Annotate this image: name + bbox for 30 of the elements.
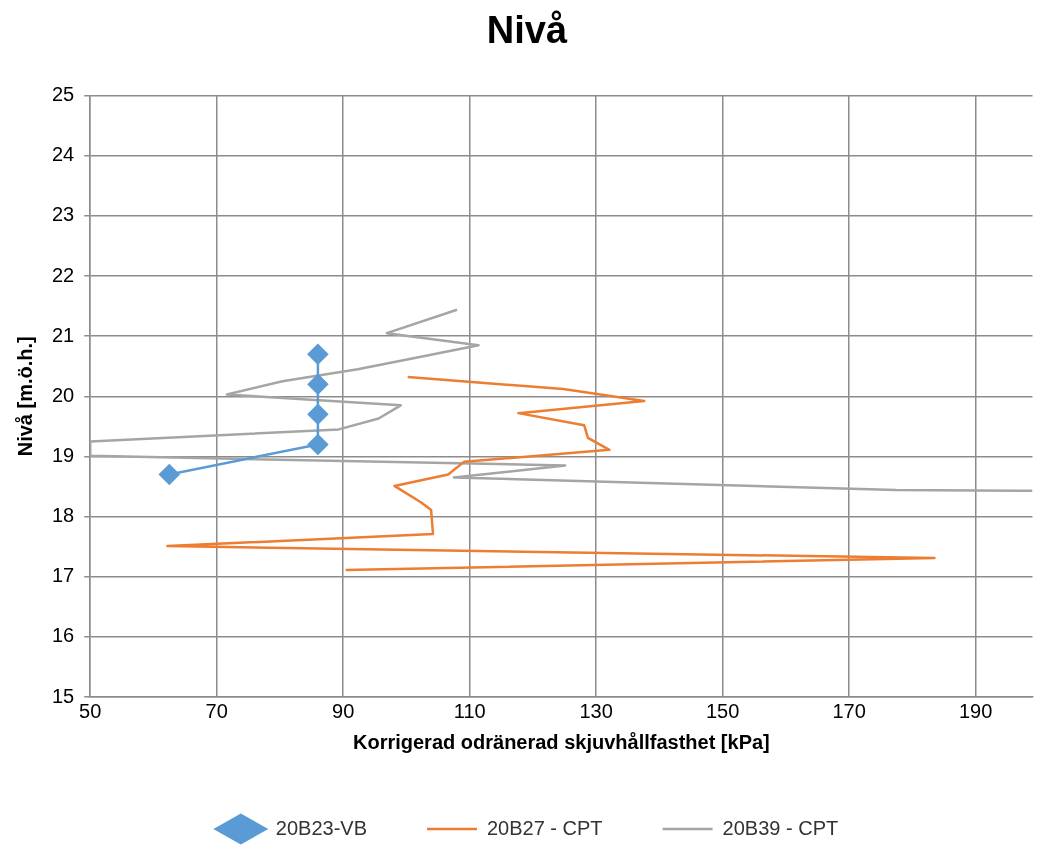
point [307, 404, 329, 425]
x-tick-label: 110 [453, 699, 486, 722]
point [307, 434, 329, 455]
x-tick-label: 170 [832, 699, 866, 722]
legend-label: 20B39 - CPT [722, 816, 839, 839]
y-axis-title: Nivå [m.ö.h.] [13, 336, 36, 457]
y-tick-label: 18 [52, 504, 75, 527]
legend-label: 20B23-VB [275, 816, 367, 839]
chart-title: Nivå [486, 9, 568, 52]
x-tick-label: 130 [579, 699, 613, 722]
y-tick-label: 15 [52, 684, 75, 707]
y-tick-label: 20 [52, 383, 75, 406]
y-tick-label: 21 [52, 323, 75, 346]
x-tick-label: 190 [958, 699, 993, 722]
point [307, 374, 329, 395]
x-tick-label: 50 [79, 699, 102, 722]
y-tick-label: 17 [52, 564, 75, 587]
x-tick-label: 70 [205, 699, 228, 722]
x-tick-label: 90 [332, 699, 355, 722]
point [307, 343, 329, 365]
point [159, 464, 180, 485]
y-tick-label: 22 [52, 263, 75, 286]
y-tick-label: 23 [52, 203, 75, 226]
legend-label: 20B27 - CPT [486, 816, 603, 839]
y-tick-label: 19 [52, 443, 75, 466]
y-tick-label: 25 [52, 83, 75, 106]
x-axis-title: Korrigerad odränerad skjuvhållfasthet [kPa] [352, 730, 770, 753]
x-tick-label: 150 [705, 699, 740, 722]
y-tick-label: 24 [52, 143, 75, 166]
y-tick-label: 16 [52, 624, 75, 647]
